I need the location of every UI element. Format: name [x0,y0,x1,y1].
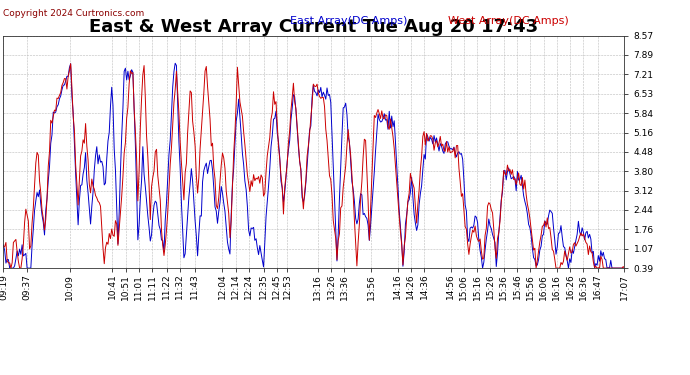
Text: Copyright 2024 Curtronics.com: Copyright 2024 Curtronics.com [3,9,145,18]
Text: East Array(DC Amps): East Array(DC Amps) [290,16,407,26]
Text: West Array(DC Amps): West Array(DC Amps) [448,16,569,26]
Title: East & West Array Current Tue Aug 20 17:43: East & West Array Current Tue Aug 20 17:… [90,18,538,36]
